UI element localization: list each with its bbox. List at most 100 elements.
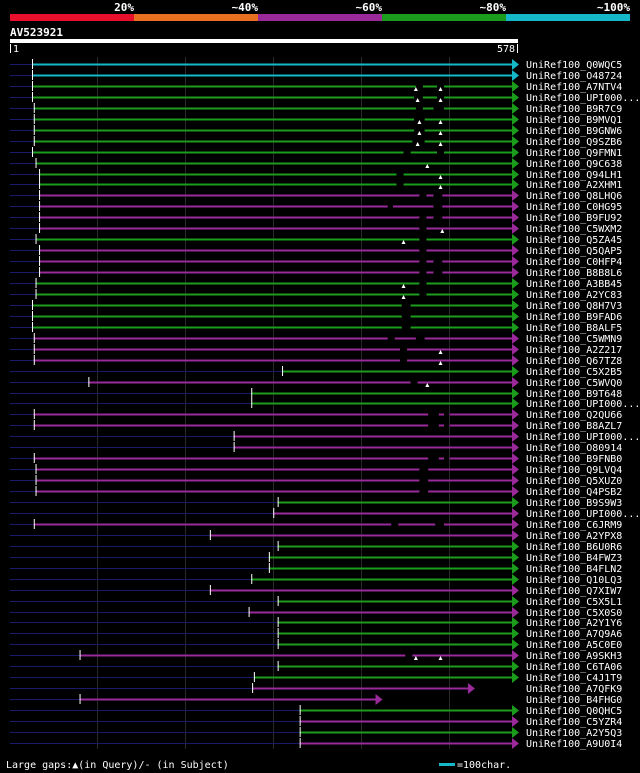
hit-label: UniRef100_B8AZL7 <box>526 421 622 432</box>
query-gap-marker <box>438 361 443 365</box>
query-gap-marker <box>438 350 443 354</box>
hit-label: UniRef100_Q9C638 <box>526 159 622 170</box>
alignment-end-arrow <box>512 267 519 278</box>
hit-row: UniRef100_Q2QU66 <box>10 409 622 421</box>
alignment-end-arrow <box>512 70 519 81</box>
hit-label: UniRef100_B9FAD6 <box>526 312 622 323</box>
hit-row: UniRef100_B4FLN2 <box>10 563 622 575</box>
hit-row: UniRef100_C5X0S0 <box>10 607 622 619</box>
subject-gap <box>444 413 450 416</box>
alignment-end-arrow <box>512 475 519 486</box>
hit-label: UniRef100_Q4PSB2 <box>526 487 622 498</box>
hit-label: UniRef100_C5WVQ0 <box>526 378 622 389</box>
alignment-end-arrow <box>512 650 519 661</box>
subject-gap <box>414 96 423 99</box>
subject-gap <box>433 107 445 110</box>
hit-label: UniRef100_C6TA06 <box>526 662 622 673</box>
subject-gap <box>403 151 411 154</box>
hit-row: UniRef100_Q8H7V3 <box>10 300 622 312</box>
legend-swatch-green <box>382 14 506 21</box>
alignment-end-arrow <box>512 366 519 377</box>
hit-row: UniRef100_Q4PSB2 <box>10 486 622 498</box>
hit-label: UniRef100_Q0WQC5 <box>526 60 622 71</box>
subject-gap <box>410 381 418 384</box>
subject-gap <box>419 490 429 493</box>
subject-gap <box>400 348 408 351</box>
hit-row: UniRef100_UPI000... <box>10 508 640 520</box>
subject-gap <box>415 107 423 110</box>
query-gap-marker <box>438 98 443 102</box>
alignment-end-arrow <box>512 234 519 245</box>
hit-label: UniRef100_Q5QAP5 <box>526 246 622 257</box>
hit-row: UniRef100_A5C0E0 <box>10 639 622 651</box>
hit-row: UniRef100_Q9C638 <box>10 158 622 170</box>
subject-gap <box>419 260 427 263</box>
subject-gap <box>405 654 413 657</box>
hit-label: UniRef100_Q8LHQ6 <box>526 191 622 202</box>
hit-label: UniRef100_A2YC83 <box>526 290 622 301</box>
hit-row: UniRef100_C5YZR4 <box>10 716 622 728</box>
alignment-end-arrow <box>512 92 519 103</box>
subject-gap <box>433 271 443 274</box>
alignment-end-arrow <box>512 585 519 596</box>
hit-row: UniRef100_UPI000... <box>10 398 640 410</box>
hit-row: UniRef100_A2Z217 <box>10 344 622 356</box>
legend-label-40: ~40% <box>232 1 259 14</box>
hit-label: UniRef100_UPI000... <box>526 399 640 410</box>
hit-row: UniRef100_Q5XUZ0 <box>10 475 622 487</box>
hit-row: UniRef100_B4FHG0 <box>10 694 622 706</box>
hit-row: UniRef100_A2YPX8 <box>10 530 622 542</box>
alignment-end-arrow <box>512 661 519 672</box>
hit-row: UniRef100_A2XHM1 <box>10 179 622 191</box>
hit-label: UniRef100_O80914 <box>526 443 622 454</box>
hit-row: UniRef100_Q10LQ3 <box>10 574 622 586</box>
alignment-end-arrow <box>512 169 519 180</box>
alignment-end-arrow <box>512 322 519 333</box>
alignment-end-arrow <box>512 136 519 147</box>
alignment-end-arrow <box>512 311 519 322</box>
hit-row: UniRef100_B9R7C9 <box>10 103 622 115</box>
subject-gap <box>400 359 408 362</box>
alignment-end-arrow <box>512 289 519 300</box>
alignment-end-arrow <box>512 125 519 136</box>
query-gap-marker <box>438 185 443 189</box>
alignment-end-arrow <box>512 574 519 585</box>
subject-gap <box>415 337 425 340</box>
query-gap-marker <box>401 240 406 244</box>
alignment-end-arrow <box>512 81 519 92</box>
alignment-end-arrow <box>512 245 519 256</box>
subject-gap <box>414 118 425 121</box>
alignment-end-arrow <box>512 639 519 650</box>
subject-gap <box>444 424 450 427</box>
subject-gap <box>401 304 411 307</box>
hit-label: UniRef100_Q2QU66 <box>526 410 622 421</box>
hit-label: UniRef100_B6U0R6 <box>526 542 622 553</box>
alignment-end-arrow <box>512 596 519 607</box>
hit-row: UniRef100_A9SKH3 <box>10 650 622 662</box>
hit-row: UniRef100_B9S9W3 <box>10 497 622 509</box>
alignment-end-arrow <box>512 738 519 749</box>
hit-rows: UniRef100_Q0WQC5UniRef100_O48724UniRef10… <box>10 59 640 750</box>
alignment-end-arrow <box>512 727 519 738</box>
hit-row: UniRef100_B8AZL7 <box>10 420 622 432</box>
alignment-end-arrow <box>512 716 519 727</box>
subject-gap <box>396 173 404 176</box>
hit-label: UniRef100_A2Y1Y6 <box>526 618 622 629</box>
hit-label: UniRef100_C0HFP4 <box>526 257 622 268</box>
query-end-label: 578 <box>497 44 515 55</box>
query-gap-marker <box>425 164 430 168</box>
subject-gap <box>428 424 439 427</box>
legend-label-80: ~80% <box>480 1 507 14</box>
query-gap-marker <box>438 142 443 146</box>
legend-swatch-orange <box>134 14 258 21</box>
hit-row: UniRef100_B9FNB0 <box>10 453 622 465</box>
hit-label: UniRef100_A2Y5Q3 <box>526 728 622 739</box>
alignment-end-arrow <box>512 563 519 574</box>
subject-gap <box>419 271 427 274</box>
hit-row: UniRef100_B8ALF5 <box>10 322 622 334</box>
hit-label: UniRef100_A9U0I4 <box>526 739 622 750</box>
legend-swatch-purple <box>258 14 382 21</box>
hit-label: UniRef100_Q10LQ3 <box>526 575 622 586</box>
hit-row: UniRef100_A7NTV4 <box>10 81 622 93</box>
